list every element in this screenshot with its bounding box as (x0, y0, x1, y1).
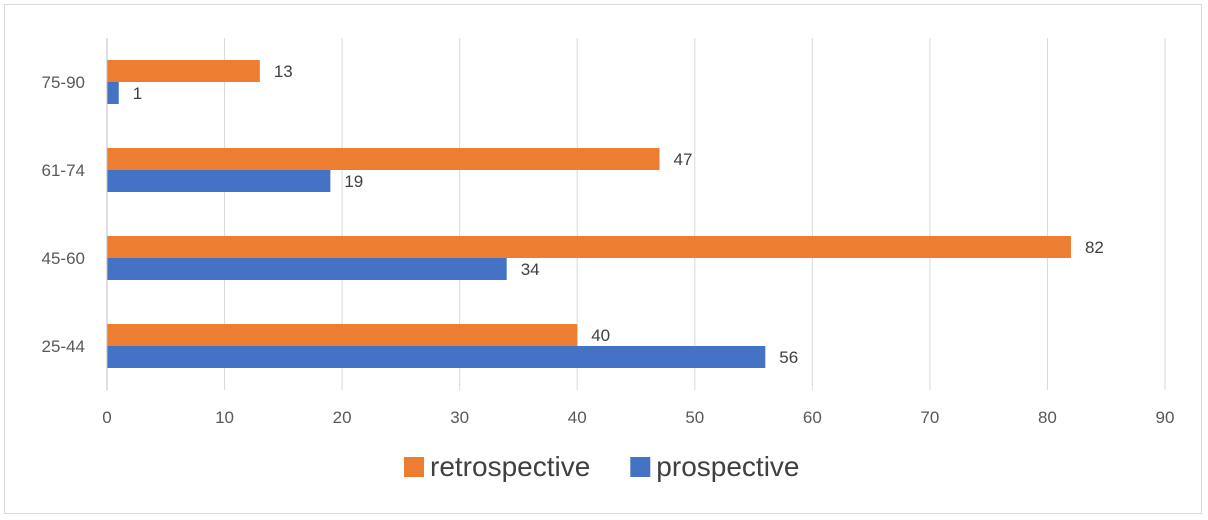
axes: 0 10 20 30 40 50 60 70 80 90 25-44 45-60 61-74 75-90 (42, 38, 1175, 427)
data-label-retrospective-25-44: 40 (591, 326, 610, 345)
y-tick-label-75-90: 75-90 (42, 73, 85, 92)
data-label-retrospective-75-90: 13 (274, 62, 293, 81)
bar-retrospective-61-74 (107, 148, 660, 170)
bar-retrospective-75-90 (107, 60, 260, 82)
data-label-prospective-75-90: 1 (133, 84, 142, 103)
bars (107, 60, 1071, 368)
legend-swatch-retrospective (404, 457, 424, 477)
legend: retrospective prospective (404, 451, 799, 482)
x-tick-label-20: 20 (333, 408, 352, 427)
data-label-prospective-45-60: 34 (521, 260, 540, 279)
y-tick-label-61-74: 61-74 (42, 161, 85, 180)
data-label-retrospective-45-60: 82 (1085, 238, 1104, 257)
bar-prospective-45-60 (107, 258, 507, 280)
x-tick-label-10: 10 (215, 408, 234, 427)
x-tick-label-30: 30 (450, 408, 469, 427)
y-tick-label-45-60: 45-60 (42, 249, 85, 268)
x-tick-label-40: 40 (568, 408, 587, 427)
x-tick-label-60: 60 (803, 408, 822, 427)
legend-swatch-prospective (630, 457, 651, 477)
bar-prospective-75-90 (107, 82, 119, 104)
data-label-prospective-25-44: 56 (779, 348, 798, 367)
legend-label-prospective: prospective (656, 451, 799, 482)
x-tick-label-0: 0 (102, 408, 111, 427)
data-label-retrospective-61-74: 47 (674, 150, 693, 169)
bar-retrospective-25-44 (107, 324, 578, 346)
bar-prospective-25-44 (107, 346, 766, 368)
legend-label-retrospective: retrospective (430, 451, 590, 482)
x-tick-label-50: 50 (685, 408, 704, 427)
bar-prospective-61-74 (107, 170, 331, 192)
bar-retrospective-45-60 (107, 236, 1071, 258)
y-tick-label-25-44: 25-44 (42, 337, 85, 356)
x-tick-label-70: 70 (920, 408, 939, 427)
x-tick-label-90: 90 (1156, 408, 1175, 427)
data-label-prospective-61-74: 19 (344, 172, 363, 191)
data-labels: 40 56 82 34 47 19 13 1 (133, 62, 1104, 367)
x-tick-label-80: 80 (1038, 408, 1057, 427)
